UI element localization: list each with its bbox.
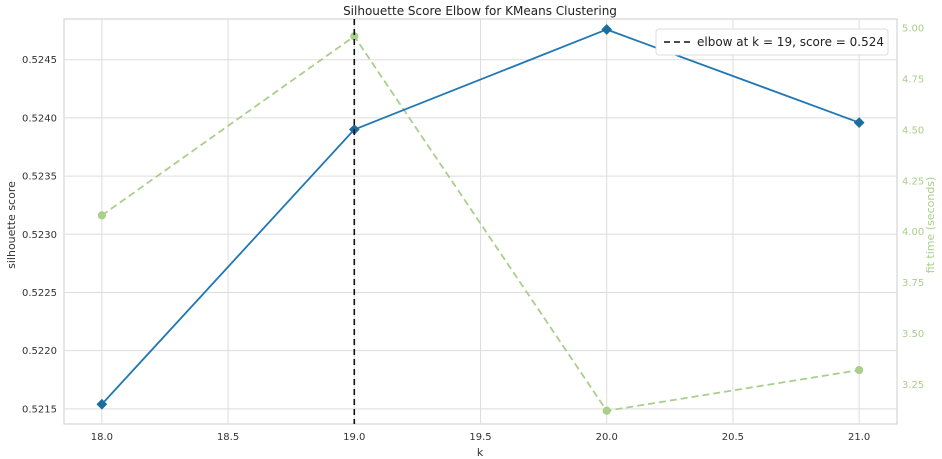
y2-tick-label: 3.50 — [902, 329, 924, 340]
x-tick-label: 20.5 — [722, 432, 744, 443]
fit-time-point — [602, 406, 611, 415]
y-axis-label: silhouette score — [5, 181, 18, 269]
y-tick-label: 0.5220 — [22, 346, 57, 357]
legend: elbow at k = 19, score = 0.524 — [655, 28, 889, 56]
x-tick-label: 19.5 — [469, 432, 491, 443]
y2-tick-label: 4.75 — [902, 75, 924, 86]
fit-time-point — [855, 365, 864, 375]
legend-box — [655, 28, 889, 56]
y-tick-label: 0.5225 — [22, 288, 57, 299]
y2-tick-label: 4.00 — [902, 227, 924, 238]
y2-axis-label: fit time (seconds) — [924, 177, 937, 274]
x-axis-ticks: 18.0 18.5 19.0 19.5 20.0 20.5 21.0 — [91, 432, 871, 443]
x-tick-label: 19.0 — [343, 432, 365, 443]
legend-label: elbow at k = 19, score = 0.524 — [697, 35, 884, 49]
x-tick-label: 18.0 — [91, 432, 113, 443]
x-tick-label: 21.0 — [848, 432, 870, 443]
score-point — [96, 398, 108, 410]
score-point — [601, 24, 613, 35]
y2-tick-label: 4.50 — [902, 125, 924, 136]
score-point — [853, 117, 865, 128]
y2-tick-label: 5.00 — [902, 24, 924, 35]
y2-tick-label: 3.75 — [902, 278, 924, 289]
x-tick-label: 20.0 — [596, 432, 618, 443]
fit-time-line — [101, 35, 860, 412]
y-tick-label: 0.5215 — [22, 404, 57, 415]
y2-tick-label: 3.25 — [902, 380, 924, 391]
y-tick-label: 0.5230 — [22, 230, 57, 241]
chart-title: Silhouette Score Elbow for KMeans Cluste… — [343, 4, 617, 18]
y-tick-label: 0.5245 — [22, 55, 57, 66]
x-axis-label: k — [477, 446, 484, 459]
right-axis-ticks: 3.25 3.50 3.75 4.00 4.25 4.50 4.75 5.00 — [902, 24, 924, 391]
left-axis-ticks: 0.5215 0.5220 0.5225 0.5230 0.5235 0.5240 0.52… — [22, 55, 57, 415]
fit-time-point — [97, 211, 106, 220]
y2-tick-label: 4.25 — [902, 176, 924, 187]
grid — [64, 19, 897, 424]
y-tick-label: 0.5235 — [22, 172, 57, 183]
score-line — [101, 28, 860, 405]
x-tick-label: 18.5 — [217, 432, 239, 443]
y-tick-label: 0.5240 — [22, 113, 57, 124]
